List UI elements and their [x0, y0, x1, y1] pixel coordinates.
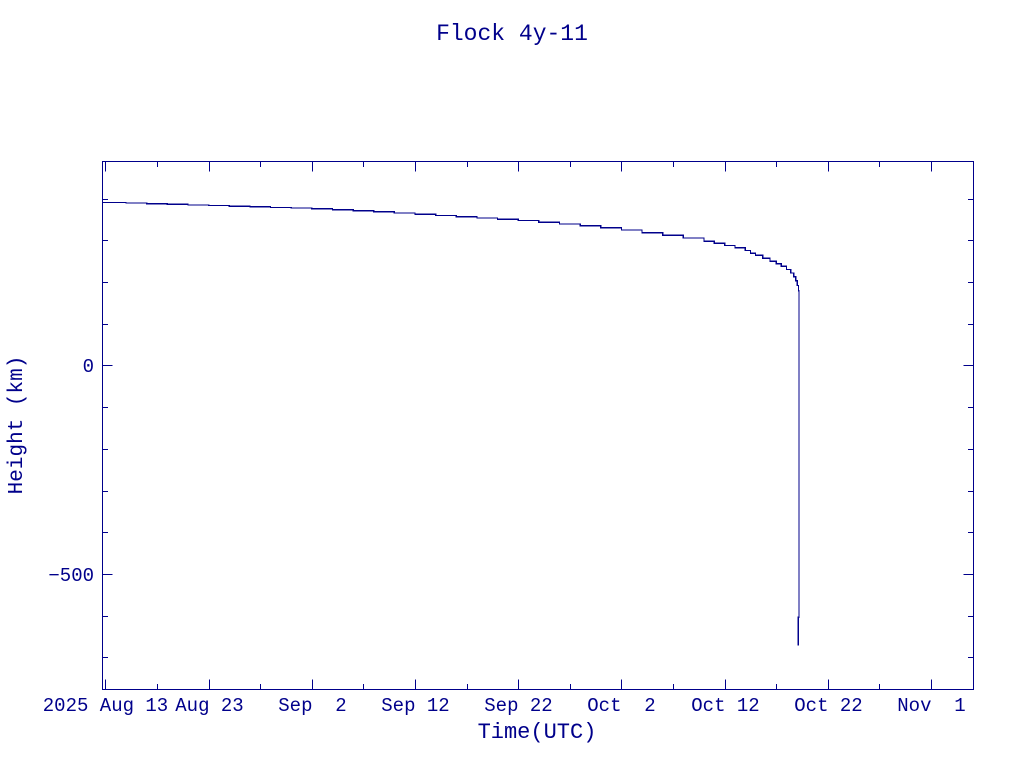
- x-tick-label: Aug 23: [175, 695, 243, 717]
- chart-title: Flock 4y-11: [436, 21, 588, 47]
- x-tick-label: Oct 2: [587, 695, 655, 717]
- y-axis-label: Height (km): [6, 356, 29, 495]
- plot-frame: [102, 161, 974, 690]
- y-tick-label: 0: [83, 356, 94, 378]
- height-curve: [102, 201, 800, 646]
- x-tick-label: Oct 22: [794, 695, 862, 717]
- x-tick-label: Sep 22: [484, 695, 552, 717]
- x-tick-label: 2025 Aug 13: [43, 695, 168, 717]
- x-tick-label: Oct 12: [691, 695, 759, 717]
- x-tick-label: Sep 12: [381, 695, 449, 717]
- plot-area: 2025 Aug 13 Aug 23 Sep 2 Sep 12 Sep 22 Oct 2 O…: [43, 161, 974, 717]
- x-axis-label: Time(UTC): [478, 720, 597, 745]
- x-tick-label: Sep 2: [278, 695, 346, 717]
- x-tick-label: Nov 1: [897, 695, 965, 717]
- y-tick-label: −500: [48, 565, 94, 587]
